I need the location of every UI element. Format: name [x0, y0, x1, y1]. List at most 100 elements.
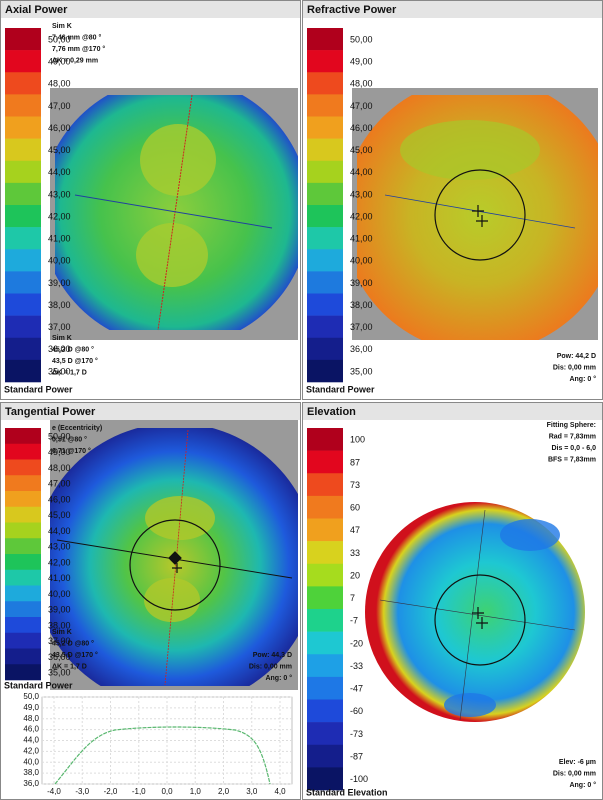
scale-swatch — [307, 518, 343, 542]
panel-title: Axial Power — [5, 4, 68, 16]
scale-label: 41,00 — [48, 573, 71, 583]
scale-swatch — [307, 160, 343, 184]
x-tick-label: 4,0 — [274, 787, 286, 796]
scale-label: 47,00 — [48, 101, 71, 111]
scale-swatch — [307, 541, 343, 565]
scale-label: 38,00 — [48, 620, 71, 630]
scale-swatch — [5, 475, 41, 492]
scale-label: 33 — [350, 548, 360, 558]
y-tick-label: 44,0 — [23, 736, 39, 745]
scale-label: 49,00 — [350, 57, 373, 67]
info-text: ΔK = 1,7 D — [52, 663, 87, 670]
scale-swatch — [307, 586, 343, 610]
scale-swatch — [5, 554, 41, 571]
info-text: Dis: 0,00 mm — [249, 663, 292, 670]
scale-label: 42,00 — [48, 211, 71, 221]
info-text: Pow: 44,3 D — [253, 652, 292, 659]
y-tick-label: 36,0 — [23, 779, 39, 788]
info-text: BFS = 7,83mm — [548, 456, 596, 463]
scale-swatch — [5, 249, 41, 272]
scale-label: 35,00 — [48, 668, 71, 678]
info-text: 45,2 D @80 ° — [52, 639, 94, 647]
x-tick-label: 2,0 — [218, 787, 230, 796]
scale-swatch — [307, 359, 343, 383]
scale-swatch — [307, 116, 343, 139]
scale-label: 36,00 — [48, 652, 71, 662]
scale-label: 50,00 — [48, 34, 71, 44]
scale-swatch — [307, 563, 343, 587]
x-tick-label: -2,0 — [104, 787, 118, 796]
footer-label: Standard Elevation — [306, 787, 388, 797]
low-zone — [444, 693, 496, 717]
scale-label: 45,00 — [48, 145, 71, 155]
scale-swatch — [5, 569, 41, 586]
scale-swatch — [307, 744, 343, 768]
title-bar — [1, 1, 300, 18]
y-tick-label: 48,0 — [23, 714, 39, 723]
scale-label: 43,00 — [48, 189, 71, 199]
info-text: Dis: 0,00 mm — [553, 770, 596, 777]
center-mark — [472, 205, 488, 227]
scale-label: 46,00 — [350, 123, 373, 133]
panel-title: Tangential Power — [5, 406, 96, 418]
scale-swatch — [307, 227, 343, 250]
scale-swatch — [307, 654, 343, 678]
scale-label: 39,00 — [48, 605, 71, 615]
info-text: Ang: 0 ° — [569, 375, 596, 383]
scale-label: 35,00 — [48, 366, 71, 376]
scale-swatch — [5, 459, 41, 476]
flat-zone — [400, 120, 540, 180]
y-tick-label: 50,0 — [23, 692, 39, 701]
scale-label: 42,00 — [48, 557, 71, 567]
info-text: Ang: 0 ° — [265, 674, 292, 682]
scale-label: 49,00 — [48, 57, 71, 67]
scale-label: 36,00 — [350, 344, 373, 354]
info-text: 7,46 mm @80 ° — [52, 33, 102, 41]
scale-label: 73 — [350, 480, 360, 490]
scale-label: 60 — [350, 503, 360, 513]
scale-label: 37,00 — [48, 636, 71, 646]
scale-swatch — [307, 205, 343, 228]
scale-label: 43,00 — [48, 542, 71, 552]
scale-swatch — [5, 443, 41, 460]
scale-swatch — [5, 538, 41, 555]
scale-swatch — [5, 617, 41, 634]
scale-label: -73 — [350, 729, 363, 739]
scale-label: 37,00 — [350, 322, 373, 332]
panel-title: Elevation — [307, 406, 356, 418]
scale-swatch — [307, 495, 343, 519]
scale-swatch — [5, 138, 41, 162]
scale-swatch — [5, 50, 41, 73]
info-text: 0,71 @170 ° — [52, 447, 91, 455]
scale-label: 36,00 — [48, 344, 71, 354]
scale-swatch — [307, 315, 343, 339]
info-text: Pow: 44,2 D — [557, 353, 596, 360]
steep-zone — [140, 124, 216, 196]
scale-label: 44,00 — [48, 526, 71, 536]
info-text: Fitting Sphere: — [547, 422, 596, 429]
info-text: Rad = 7,83mm — [549, 433, 596, 440]
scale-label: 46,00 — [48, 123, 71, 133]
scale-label: 44,00 — [350, 167, 373, 177]
scale-label: -20 — [350, 638, 363, 648]
scale-label: 35,00 — [350, 366, 373, 376]
scale-label: 43,00 — [350, 189, 373, 199]
scale-label: 46,00 — [48, 494, 71, 504]
scale-swatch — [307, 28, 343, 51]
title-bar — [303, 1, 602, 18]
info-text: Sim K — [52, 23, 72, 30]
scale-swatch — [307, 767, 343, 791]
low-zone — [500, 519, 560, 551]
scale-swatch — [307, 50, 343, 73]
info-text: Dis = 0,0 - 6,0 — [551, 445, 596, 452]
y-tick-label: 38,0 — [23, 768, 39, 777]
scale-label: 20 — [350, 570, 360, 580]
panel-title: Refractive Power — [307, 4, 397, 16]
refractive-map — [357, 95, 598, 340]
scale-swatch — [5, 227, 41, 250]
info-text: 43,5 D @170 ° — [52, 357, 98, 365]
center-mark — [168, 551, 182, 573]
scale-label: 87 — [350, 457, 360, 467]
pupil — [434, 574, 526, 666]
